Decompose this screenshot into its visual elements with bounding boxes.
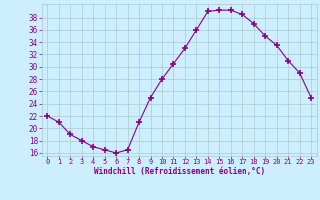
X-axis label: Windchill (Refroidissement éolien,°C): Windchill (Refroidissement éolien,°C) [94,167,265,176]
